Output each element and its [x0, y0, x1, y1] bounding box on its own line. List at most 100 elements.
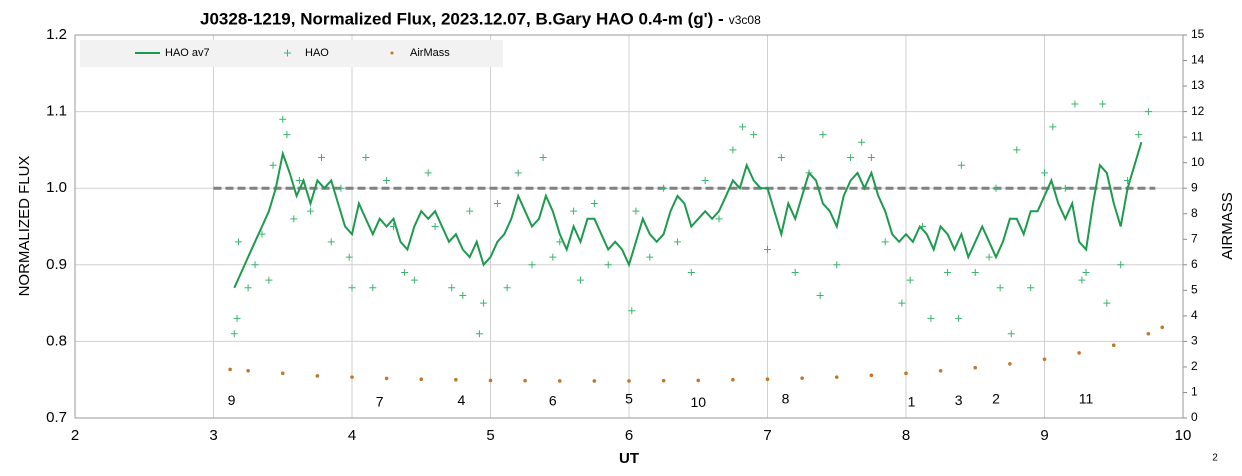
x-tick-label: 2: [71, 427, 79, 444]
point: [1042, 357, 1047, 362]
point: [234, 238, 242, 246]
plot-frame: [74, 34, 1184, 419]
point: [448, 284, 456, 292]
point: [992, 184, 1000, 192]
annotation: 2: [992, 390, 1000, 406]
point: [971, 268, 979, 276]
point: [867, 154, 875, 162]
point: [701, 177, 709, 185]
corner-note: 2: [1212, 453, 1218, 464]
point: [315, 374, 320, 378]
point: [401, 268, 409, 276]
x-tick-label: 10: [1175, 427, 1192, 444]
annotation: 7: [376, 393, 384, 409]
point: [503, 284, 511, 292]
point: [1041, 169, 1048, 177]
point: [592, 379, 597, 383]
point: [1144, 108, 1152, 116]
point: [246, 368, 250, 373]
point: [1013, 146, 1021, 154]
point: [1111, 343, 1116, 348]
point: [1160, 325, 1165, 330]
point: [269, 161, 277, 169]
y2-tick-label: 0: [1191, 410, 1198, 424]
point: [424, 169, 432, 177]
point: [419, 377, 424, 381]
x-axis-label: UT: [619, 450, 639, 467]
point: [955, 314, 963, 322]
annotation: 4: [458, 392, 466, 408]
point: [944, 268, 952, 276]
point: [362, 154, 370, 162]
point: [1099, 100, 1107, 108]
point: [791, 268, 799, 276]
point: [350, 375, 354, 379]
annotation: 3: [955, 392, 963, 408]
x-tick-label: 8: [902, 427, 910, 444]
point: [383, 177, 391, 185]
point: [646, 253, 654, 261]
point: [493, 200, 501, 208]
annotation: 8: [782, 390, 790, 406]
y-tick-label: 1.2: [46, 26, 67, 43]
point: [777, 154, 785, 162]
x-tick-label: 9: [1040, 427, 1048, 444]
point: [906, 276, 914, 284]
point: [834, 375, 839, 379]
point: [454, 377, 458, 382]
x-tick-label: 6: [625, 427, 633, 444]
y2-tick-label: 1: [1191, 385, 1198, 399]
point: [258, 230, 266, 238]
point: [632, 207, 640, 215]
point: [523, 378, 527, 383]
point: [1082, 268, 1090, 276]
point: [327, 238, 335, 246]
point: [384, 376, 389, 381]
y2-tick-label: 6: [1191, 257, 1198, 271]
legend-label: HAO av7: [165, 47, 210, 59]
point: [819, 131, 827, 139]
point: [410, 276, 418, 284]
y2-tick-label: 11: [1191, 129, 1204, 143]
point: [348, 284, 356, 292]
point: [459, 291, 467, 299]
y2-tick-label: 12: [1191, 104, 1205, 118]
point: [764, 245, 771, 253]
version: v3c08: [729, 13, 761, 27]
point: [739, 123, 747, 131]
y2-tick-label: 10: [1191, 155, 1205, 169]
point: [1117, 261, 1125, 269]
y2-tick-label: 13: [1191, 78, 1205, 92]
point: [800, 376, 804, 380]
point: [973, 365, 978, 370]
point: [369, 284, 377, 292]
point: [858, 138, 866, 146]
point: [431, 223, 439, 230]
point: [1077, 351, 1081, 355]
point: [985, 253, 993, 261]
point: [805, 169, 813, 177]
point: [847, 154, 855, 162]
annotation: 9: [228, 392, 236, 408]
y2-tick-label: 8: [1191, 206, 1198, 220]
point: [1103, 299, 1111, 307]
point: [696, 378, 701, 383]
line: [233, 141, 1143, 289]
point: [628, 307, 636, 315]
point: [996, 284, 1004, 292]
x-tick-label: 5: [486, 427, 494, 444]
point: [528, 261, 536, 269]
y2-tick-label: 2: [1191, 359, 1198, 373]
y2-axis-label: AIRMASS: [1219, 192, 1236, 260]
point: [1008, 362, 1012, 366]
y2-tick-label: 15: [1191, 27, 1205, 41]
legend-label: AirMass: [410, 47, 450, 59]
annotation: 6: [549, 393, 557, 409]
point: [731, 377, 735, 382]
point: [390, 223, 398, 230]
point: [577, 276, 585, 284]
point: [898, 299, 906, 307]
point: [938, 368, 943, 373]
point: [306, 207, 314, 215]
